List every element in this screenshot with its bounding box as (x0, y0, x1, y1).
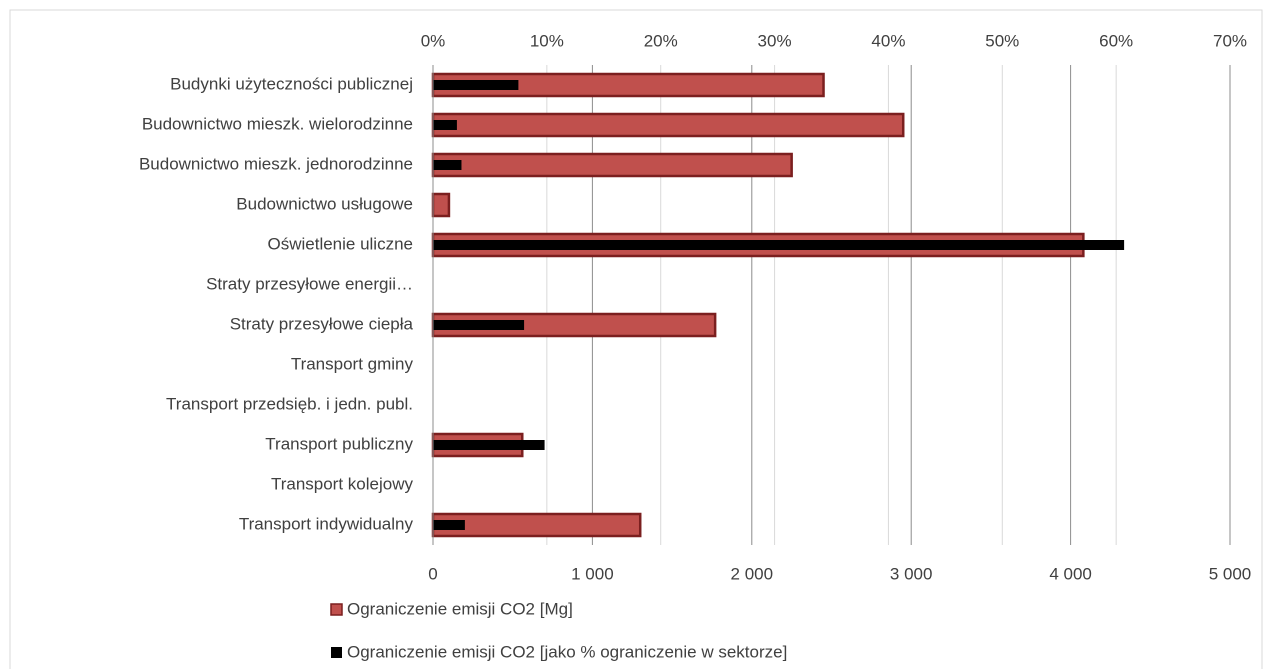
legend-label: Ograniczenie emisji CO2 [jako % ogranicz… (347, 642, 787, 661)
bar (431, 192, 451, 218)
y-tick-label: Straty przesyłowe energii… (206, 274, 413, 293)
legend-swatch (330, 603, 343, 616)
bar (433, 440, 545, 450)
bar (433, 320, 525, 330)
x2-tick-label: 50% (985, 31, 1019, 50)
x-tick-label: 5 000 (1209, 564, 1252, 583)
y-tick-label: Straty przesyłowe ciepła (230, 314, 414, 333)
y-tick-label: Transport publiczny (265, 434, 413, 453)
x-tick-label: 3 000 (890, 564, 933, 583)
bar (433, 80, 519, 90)
legend-swatch (331, 647, 342, 658)
x2-tick-label: 10% (530, 31, 564, 50)
x2-tick-label: 0% (421, 31, 446, 50)
y-tick-label: Transport kolejowy (271, 474, 414, 493)
y-tick-label: Budownictwo usługowe (236, 194, 413, 213)
x2-tick-label: 70% (1213, 31, 1247, 50)
x2-tick-label: 30% (758, 31, 792, 50)
y-tick-label: Transport gminy (291, 354, 414, 373)
y-tick-label: Budownictwo mieszk. wielorodzinne (142, 114, 413, 133)
bar (433, 240, 1125, 250)
bar (431, 112, 905, 138)
chart-frame (9, 9, 1263, 669)
x-tick-label: 2 000 (731, 564, 774, 583)
y-tick-label: Budynki użyteczności publicznej (170, 74, 413, 93)
x-tick-label: 4 000 (1049, 564, 1092, 583)
y-tick-label: Budownictwo mieszk. jednorodzinne (139, 154, 413, 173)
x-tick-label: 0 (428, 564, 437, 583)
bar (433, 520, 465, 530)
legend-label: Ograniczenie emisji CO2 [Mg] (347, 599, 573, 618)
y-tick-label: Transport przedsięb. i jedn. publ. (166, 394, 413, 413)
x2-tick-label: 20% (644, 31, 678, 50)
x-tick-label: 1 000 (571, 564, 614, 583)
bar (431, 152, 793, 178)
x2-tick-label: 40% (871, 31, 905, 50)
bar (433, 160, 462, 170)
bar (433, 120, 457, 130)
y-tick-label: Transport indywidualny (239, 514, 414, 533)
y-tick-label: Oświetlenie uliczne (267, 234, 413, 253)
x2-tick-label: 60% (1099, 31, 1133, 50)
